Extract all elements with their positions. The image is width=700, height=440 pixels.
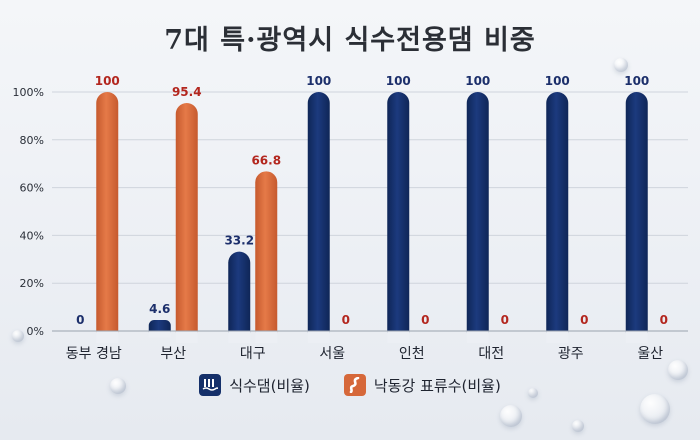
bar-dam[interactable] — [625, 92, 648, 342]
data-label-dam: 4.6 — [149, 302, 170, 316]
water-droplet-decoration — [614, 58, 628, 72]
x-tick-label: 서울 — [319, 346, 345, 362]
bar-base-mask — [387, 331, 410, 343]
water-droplet-decoration — [500, 405, 522, 427]
bar-river[interactable] — [96, 92, 119, 342]
bar-dam[interactable] — [546, 92, 569, 342]
bar-river[interactable] — [255, 171, 278, 342]
bar-dam[interactable] — [307, 92, 330, 342]
y-tick-label: 20% — [20, 277, 44, 290]
data-label-river: 0 — [580, 313, 588, 327]
water-droplet-decoration — [528, 388, 538, 398]
legend: 식수댐(비율) 낙동강 표류수(비율) — [0, 374, 700, 396]
bar-base-mask — [546, 331, 569, 343]
legend-item-river: 낙동강 표류수(비율) — [343, 374, 501, 396]
data-label-dam: 100 — [386, 74, 411, 88]
x-tick-label: 인천 — [399, 346, 425, 362]
data-label-river: 0 — [421, 313, 429, 327]
data-label-dam: 100 — [465, 74, 490, 88]
y-tick-label: 80% — [20, 134, 44, 147]
bar-base-mask — [96, 331, 119, 343]
bar-base-mask — [307, 331, 330, 343]
bar-dam[interactable] — [228, 251, 251, 342]
data-label-dam: 100 — [545, 74, 570, 88]
data-label-river: 95.4 — [172, 85, 202, 99]
water-droplet-decoration — [668, 360, 688, 380]
x-tick-label: 대구 — [240, 346, 266, 362]
x-tick-label: 울산 — [637, 346, 663, 362]
bar-base-mask — [228, 331, 251, 343]
data-label-river: 0 — [342, 313, 350, 327]
x-tick-label: 동부 경남 — [66, 346, 122, 362]
water-droplet-decoration — [572, 420, 584, 432]
y-tick-label: 0% — [27, 325, 44, 338]
bar-base-mask — [175, 331, 198, 343]
data-label-river: 0 — [660, 313, 668, 327]
bar-dam[interactable] — [387, 92, 410, 342]
water-droplet-decoration — [12, 330, 24, 342]
legend-label-dam: 식수댐(비율) — [229, 376, 310, 395]
bar-base-mask — [466, 331, 489, 343]
y-tick-label: 60% — [20, 182, 44, 195]
bar-dam[interactable] — [466, 92, 489, 342]
river-icon — [343, 374, 366, 396]
water-droplet-decoration — [640, 394, 670, 424]
legend-item-dam: 식수댐(비율) — [199, 374, 310, 396]
bar-base-mask — [255, 331, 278, 343]
bar-base-mask — [148, 331, 171, 338]
bar-river[interactable] — [175, 102, 198, 342]
x-tick-label: 대전 — [478, 346, 504, 362]
data-label-dam: 100 — [624, 74, 649, 88]
data-label-dam: 33.2 — [224, 234, 254, 248]
data-label-river: 100 — [95, 74, 120, 88]
data-label-river: 0 — [501, 313, 509, 327]
legend-label-river: 낙동강 표류수(비율) — [373, 376, 501, 395]
y-tick-label: 100% — [13, 86, 44, 99]
water-droplet-decoration — [110, 378, 126, 394]
dam-icon — [199, 374, 222, 396]
data-label-dam: 100 — [306, 74, 331, 88]
y-tick-label: 40% — [20, 229, 44, 242]
data-label-river: 66.8 — [251, 153, 281, 167]
data-label-dam: 0 — [76, 313, 84, 327]
x-tick-label: 부산 — [160, 346, 186, 362]
chart-title: 7대 특·광역시 식수전용댐 비중 — [164, 25, 536, 56]
bar-base-mask — [625, 331, 648, 343]
x-tick-label: 광주 — [558, 346, 584, 362]
